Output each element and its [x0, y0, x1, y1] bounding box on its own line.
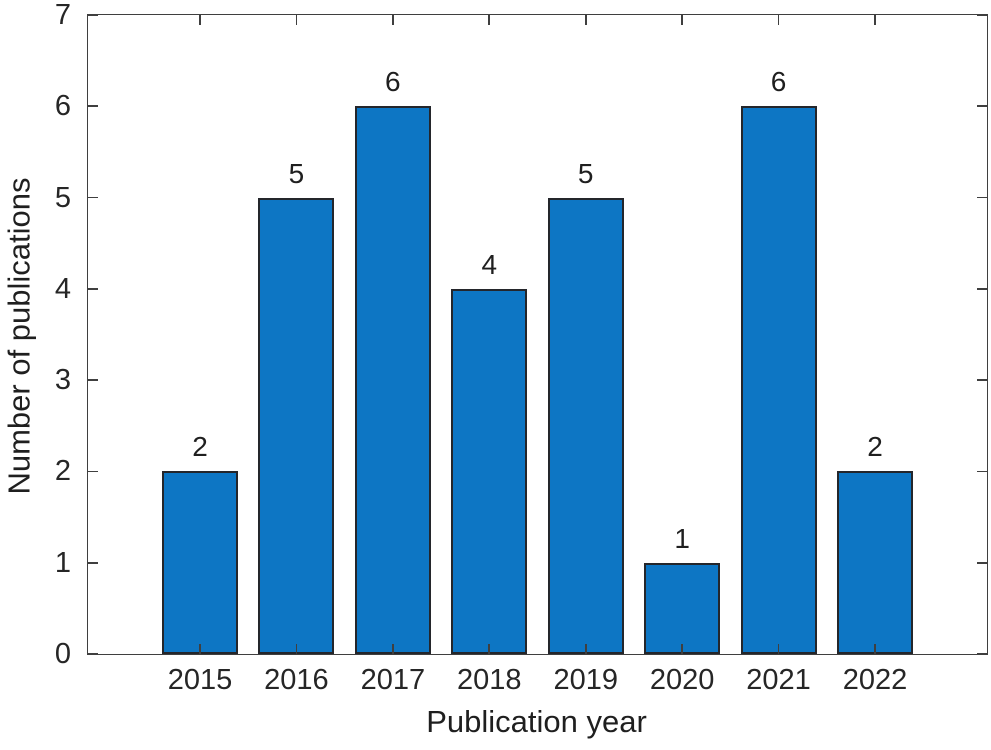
x-tick-mark	[488, 644, 491, 654]
bar	[451, 288, 528, 654]
bar-value-label: 2	[192, 431, 208, 463]
y-tick-mark-right	[977, 14, 987, 16]
x-tick-mark-top	[681, 15, 683, 25]
y-tick-mark-right	[977, 379, 987, 381]
y-tick-mark-right	[977, 105, 987, 108]
y-tick-mark	[88, 196, 98, 199]
x-axis-title: Publication year	[426, 704, 647, 739]
bar-value-label: 2	[867, 431, 883, 463]
x-tick-mark-top	[584, 15, 587, 25]
bar	[354, 106, 431, 654]
y-tick-label: 4	[54, 272, 71, 305]
y-tick-mark	[88, 653, 98, 655]
x-tick-mark	[681, 644, 683, 654]
y-tick-label: 5	[54, 181, 71, 214]
bar-value-label: 1	[674, 522, 690, 554]
y-tick-mark	[88, 14, 98, 16]
y-tick-label: 0	[54, 638, 71, 670]
x-tick-mark-top	[392, 15, 394, 25]
y-tick-mark	[88, 379, 98, 381]
x-tick-label: 2016	[264, 664, 329, 696]
y-tick-label: 2	[54, 455, 71, 488]
y-tick-label: 7	[54, 0, 71, 31]
y-tick-mark	[88, 470, 98, 473]
x-tick-mark	[874, 644, 876, 654]
y-tick-mark	[88, 288, 98, 290]
bar-value-label: 6	[385, 66, 401, 98]
x-tick-mark	[199, 644, 201, 654]
x-tick-label: 2022	[842, 664, 908, 696]
bar	[547, 197, 624, 654]
x-tick-mark	[392, 644, 394, 654]
x-tick-label: 2017	[360, 664, 426, 696]
bar	[162, 471, 238, 654]
bar	[740, 106, 817, 654]
x-tick-mark	[295, 644, 298, 654]
x-tick-label: 2018	[457, 664, 522, 696]
y-tick-mark-right	[977, 653, 987, 655]
x-tick-label: 2019	[553, 664, 618, 696]
x-tick-mark-top	[874, 15, 876, 25]
bar-value-label: 5	[577, 157, 594, 189]
x-tick-label: 2015	[167, 664, 233, 696]
x-tick-label: 2020	[649, 664, 715, 696]
y-tick-label: 6	[54, 90, 71, 123]
x-tick-mark-top	[488, 15, 491, 25]
x-tick-mark-top	[777, 15, 780, 25]
y-tick-label: 3	[54, 364, 71, 397]
y-tick-mark	[88, 561, 98, 564]
x-tick-mark	[777, 644, 780, 654]
bar-value-label: 5	[288, 157, 305, 189]
x-tick-mark-top	[295, 15, 298, 25]
bar	[258, 197, 335, 654]
y-tick-mark-right	[977, 561, 987, 564]
y-tick-label: 1	[54, 546, 71, 579]
x-tick-label: 2021	[746, 664, 811, 696]
bar-value-label: 4	[481, 248, 498, 280]
plot-area: 2 2015 5 2016 6 2017 4 2018 5 2019 1 2020 6 2021 2 2022…	[55, 1, 988, 695]
y-tick-mark	[88, 105, 98, 108]
y-tick-mark-right	[977, 288, 987, 290]
x-tick-mark	[584, 644, 587, 654]
bar	[644, 562, 721, 654]
y-tick-mark-right	[977, 196, 987, 199]
x-tick-mark-top	[199, 15, 201, 25]
bar	[837, 471, 913, 654]
bar-value-label: 6	[770, 66, 787, 98]
y-tick-mark-right	[977, 470, 987, 473]
